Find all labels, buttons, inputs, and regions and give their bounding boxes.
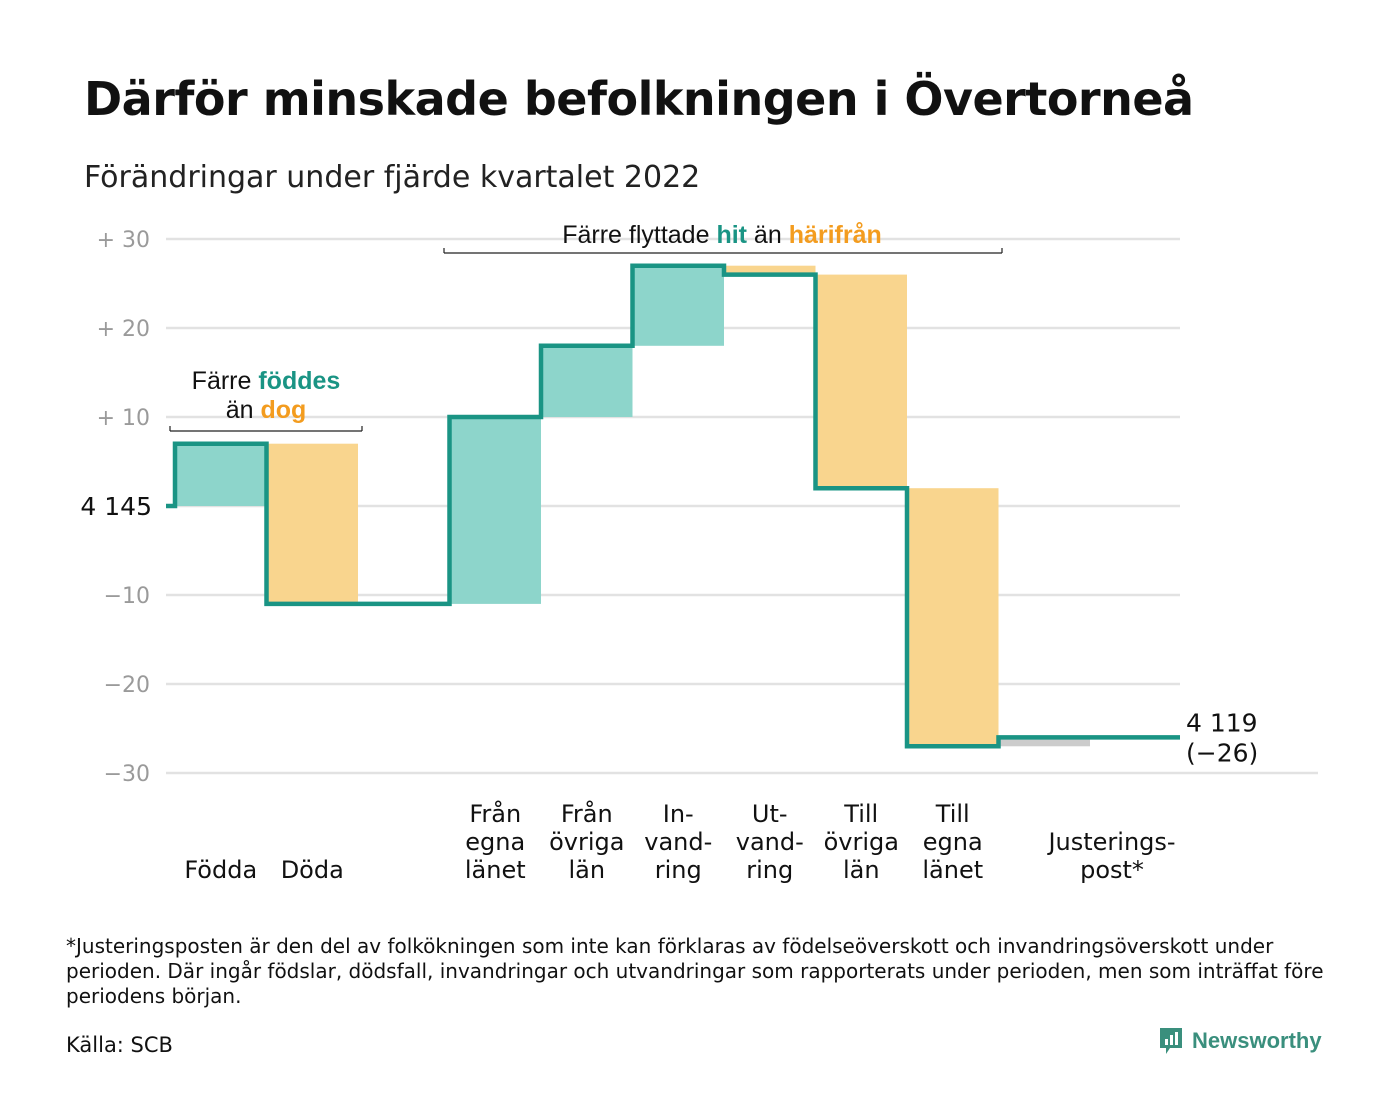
x-category-label: Döda bbox=[281, 856, 344, 884]
x-category-label: Ut- bbox=[752, 800, 788, 828]
y-tick-label: −30 bbox=[104, 762, 150, 787]
y-axis-labels: + 30 + 20 + 10 −10 −20 −30 4 145 bbox=[80, 228, 152, 787]
waterfall-bar bbox=[907, 488, 999, 747]
y-tick-label: + 10 bbox=[97, 406, 150, 431]
waterfall-bar bbox=[266, 443, 358, 604]
brand-name: Newsworthy bbox=[1192, 1028, 1322, 1053]
x-category-label: län bbox=[843, 856, 880, 884]
x-category-label: länet bbox=[465, 856, 526, 884]
x-category-label: Från bbox=[561, 799, 613, 828]
x-category-label: egna bbox=[465, 828, 525, 856]
waterfall-bar bbox=[724, 265, 816, 275]
waterfall-bar bbox=[998, 737, 1090, 747]
x-category-label: övriga bbox=[824, 828, 899, 856]
births-annotation-line1: Färre föddes bbox=[192, 367, 341, 395]
x-category-label: In- bbox=[663, 800, 694, 828]
brand-logo: Newsworthy bbox=[1158, 1026, 1322, 1056]
x-category-label: Från bbox=[469, 799, 521, 828]
y-tick-label: −20 bbox=[104, 673, 150, 698]
chart-title: Därför minskade befolkningen i Övertorne… bbox=[84, 72, 1194, 126]
waterfall-bar bbox=[175, 443, 267, 506]
step-line bbox=[166, 263, 1180, 749]
y-tick-label: + 20 bbox=[97, 317, 150, 342]
waterfall-bar bbox=[449, 417, 541, 604]
x-category-label: egna bbox=[923, 828, 983, 856]
x-category-label: Justerings- bbox=[1046, 828, 1175, 856]
end-value-label: (−26) bbox=[1186, 738, 1258, 767]
chart-subtitle: Förändringar under fjärde kvartalet 2022 bbox=[84, 160, 701, 195]
x-category-label: länet bbox=[922, 856, 983, 884]
x-axis-labels: Födda DödaFrånegnalänetFrånövrigalänIn-va… bbox=[184, 799, 1175, 884]
x-category-label: ring bbox=[655, 856, 702, 884]
x-category-label: Födda bbox=[184, 856, 257, 884]
cumulative-step-line bbox=[166, 263, 1180, 749]
x-category-label: vand- bbox=[644, 828, 712, 856]
x-category-label: vand- bbox=[736, 828, 804, 856]
x-category-label: ring bbox=[746, 856, 793, 884]
waterfall-bar bbox=[541, 345, 633, 417]
x-category-label: övriga bbox=[549, 828, 624, 856]
value-labels: 4 119(−26) bbox=[1186, 708, 1258, 767]
waterfall-chart: + 30 + 20 + 10 −10 −20 −30 4 145 Födda Döda Från… bbox=[80, 221, 1318, 884]
moves-annotation: Färre flyttade hit än härifrån bbox=[562, 221, 882, 249]
waterfall-bar bbox=[632, 265, 724, 346]
x-category-label: Till bbox=[935, 800, 970, 828]
newsworthy-logo-icon bbox=[1160, 1028, 1182, 1054]
births-annotation-line2: än dog bbox=[226, 396, 307, 424]
waterfall-bar bbox=[815, 274, 907, 489]
start-value-label: 4 145 bbox=[80, 492, 152, 521]
y-tick-label: + 30 bbox=[97, 228, 150, 253]
x-category-label: post* bbox=[1080, 856, 1144, 884]
footnote: *Justeringsposten är den del av folkökni… bbox=[66, 934, 1324, 1008]
x-category-label: Till bbox=[843, 800, 878, 828]
x-category-label: län bbox=[568, 856, 605, 884]
source-note: Källa: SCB bbox=[66, 1033, 173, 1057]
y-tick-label: −10 bbox=[104, 584, 150, 609]
end-value-label: 4 119 bbox=[1186, 708, 1258, 737]
bars bbox=[175, 265, 1090, 747]
